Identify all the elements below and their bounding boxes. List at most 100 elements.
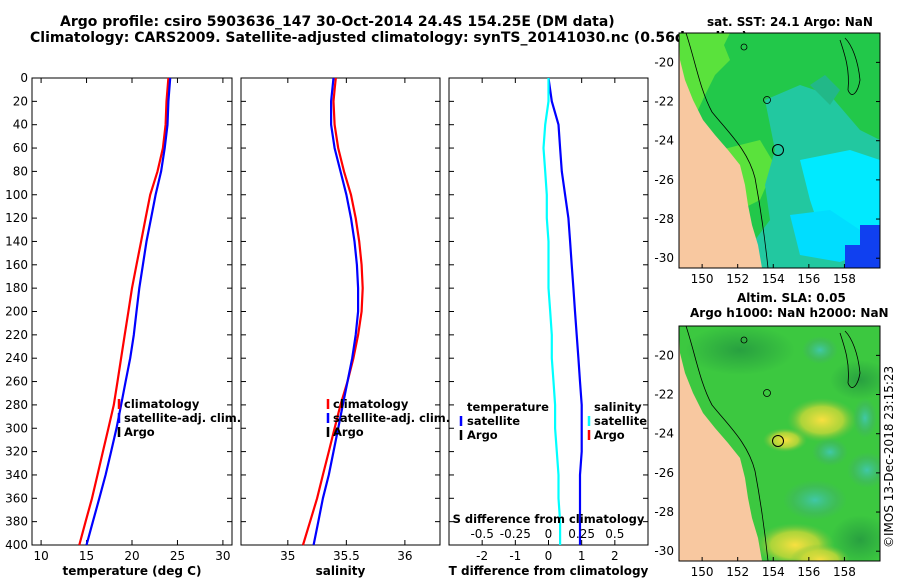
sla-map-x-tick-label: 156 bbox=[797, 565, 820, 579]
difference-panel: -2 -1 0 1 2T difference from climatology temp… bbox=[448, 77, 649, 578]
temperature-frame bbox=[31, 77, 233, 546]
sla-map-y-tick-label: -28 bbox=[654, 505, 674, 519]
diff-s-tick-label: 0.5 bbox=[605, 527, 624, 541]
depth-tick-label: 220 bbox=[5, 328, 28, 342]
temperature-legend-label: Argo bbox=[124, 425, 155, 439]
sst-map-x-tick-label: 158 bbox=[833, 272, 856, 286]
sla-map-y-tick-label: -26 bbox=[654, 466, 674, 480]
title-line-2: Climatology: CARS2009. Satellite-adjuste… bbox=[30, 30, 748, 46]
temperature-x-tick-label: 15 bbox=[79, 549, 94, 563]
depth-tick-label: 280 bbox=[5, 398, 28, 412]
salinity-x-tick-label: 36 bbox=[397, 549, 412, 563]
salinity-legend-label: climatology bbox=[333, 397, 409, 411]
sla-map-y-tick-label: -30 bbox=[654, 544, 674, 558]
temperature-series-climatology bbox=[78, 77, 170, 546]
diff-s-label: S difference from climatology bbox=[453, 512, 645, 526]
sst-map-axes: 150 152 154 156 158 -20 -22 -24 -26 -28 -30 bbox=[654, 55, 880, 286]
depth-tick-label: 40 bbox=[13, 118, 28, 132]
difference-x-tick-label: 2 bbox=[611, 549, 619, 563]
temperature-panel: 0 20 40 60 80 100 120 140 160 180 200 220 240 260 280 3… bbox=[5, 71, 241, 578]
difference-frame bbox=[448, 77, 649, 546]
depth-tick-label: 340 bbox=[5, 468, 28, 482]
depth-tick-label: 240 bbox=[5, 351, 28, 365]
sst-map-x-tick-label: 152 bbox=[726, 272, 749, 286]
sla-map-y-tick-label: -24 bbox=[654, 427, 674, 441]
sla-map-x-tick-label: 158 bbox=[833, 565, 856, 579]
diff-legend-salinity-label: satellite bbox=[594, 414, 647, 428]
sst-map-y-tick-label: -30 bbox=[654, 251, 674, 265]
depth-tick-label: 300 bbox=[5, 421, 28, 435]
salinity-series-climatology bbox=[301, 77, 364, 546]
sla-map-y-tick-label: -22 bbox=[654, 388, 674, 402]
sst-map-x-tick-label: 150 bbox=[691, 272, 714, 286]
sla-map-x-tick-label: 154 bbox=[762, 565, 785, 579]
difference-x-tick-label: 0 bbox=[545, 549, 553, 563]
temperature-legend-label: climatology bbox=[124, 397, 200, 411]
salinity-legend-label: Argo bbox=[333, 425, 364, 439]
diff-legend-temperature-label: Argo bbox=[467, 428, 498, 442]
sst-map-field bbox=[679, 33, 880, 268]
depth-tick-label: 400 bbox=[5, 538, 28, 552]
temperature-x-tick-label: 25 bbox=[170, 549, 185, 563]
depth-tick-label: 60 bbox=[13, 141, 28, 155]
sst-map-y-tick-label: -28 bbox=[654, 212, 674, 226]
diff-legend-temperature-title: temperature bbox=[467, 400, 549, 414]
depth-tick-label: 120 bbox=[5, 211, 28, 225]
salinity-frame bbox=[240, 77, 441, 546]
temperature-x-tick-label: 30 bbox=[215, 549, 230, 563]
difference-x-tick-label: -1 bbox=[509, 549, 521, 563]
salinity-series-satellite-adj-clim- bbox=[312, 77, 360, 546]
sst-map-y-tick-label: -20 bbox=[654, 55, 674, 69]
sla-map-title-line-1: Altim. SLA: 0.05 bbox=[737, 291, 846, 305]
salinity-x-tick-label: 35 bbox=[280, 549, 295, 563]
depth-tick-label: 20 bbox=[13, 94, 28, 108]
depth-tick-label: 80 bbox=[13, 164, 28, 178]
diff-legend-salinity-label: Argo bbox=[594, 428, 625, 442]
difference-x-tick-label: 1 bbox=[578, 549, 586, 563]
sla-map-field bbox=[679, 326, 880, 561]
sst-map: sat. SST: 24.1 Argo: NaN 150 152 154 156 158… bbox=[654, 15, 881, 286]
sla-map-y-tick-label: -20 bbox=[654, 348, 674, 362]
salinity-panel: 35 35.5 36 salinity climatologysatellite-adj… bbox=[240, 77, 450, 578]
diff-s-tick-label: -0.25 bbox=[500, 527, 531, 541]
watermark: ©IMOS 13-Dec-2018 23:15:23 bbox=[882, 366, 896, 548]
diff-legend-temperature-label: satellite bbox=[467, 414, 520, 428]
depth-tick-label: 260 bbox=[5, 375, 28, 389]
diff-s-tick-label: -0.5 bbox=[470, 527, 493, 541]
sla-map-title-line-2: Argo h1000: NaN h2000: NaN bbox=[690, 306, 889, 320]
depth-tick-label: 360 bbox=[5, 491, 28, 505]
sst-map-float-marker bbox=[772, 144, 784, 156]
temperature-x-tick-label: 20 bbox=[124, 549, 139, 563]
profile-panels: 0204060801001201401601802002202402602803… bbox=[5, 71, 648, 578]
difference-series-salinity-satellite bbox=[542, 78, 562, 545]
sla-map-x-tick-label: 152 bbox=[726, 565, 749, 579]
depth-tick-label: 180 bbox=[5, 281, 28, 295]
depth-tick-label: 100 bbox=[5, 188, 28, 202]
sst-map-y-tick-label: -26 bbox=[654, 173, 674, 187]
salinity-x-label: salinity bbox=[316, 564, 366, 578]
temperature-series-satellite-adj-clim- bbox=[85, 77, 172, 546]
depth-tick-label: 200 bbox=[5, 305, 28, 319]
difference-x-label: T difference from climatology bbox=[449, 564, 649, 578]
title-line-1: Argo profile: csiro 5903636_147 30-Oct-2… bbox=[60, 14, 615, 30]
diff-s-tick-label: 0.25 bbox=[568, 527, 595, 541]
depth-tick-label: 320 bbox=[5, 445, 28, 459]
sst-map-y-tick-label: -22 bbox=[654, 95, 674, 109]
sst-map-x-tick-label: 154 bbox=[762, 272, 785, 286]
difference-x-tick-label: -2 bbox=[476, 549, 488, 563]
sst-map-title: sat. SST: 24.1 Argo: NaN bbox=[707, 15, 873, 29]
sst-map-y-tick-label: -24 bbox=[654, 134, 674, 148]
diff-legend-salinity-title: salinity bbox=[594, 400, 642, 414]
difference-series-temperature-satellite bbox=[547, 77, 583, 545]
sla-map-axes: 150 152 154 156 158 -20 -22 -24 -26 -28 -30 bbox=[654, 348, 880, 579]
depth-tick-label: 0 bbox=[20, 71, 28, 85]
sla-map: Altim. SLA: 0.05 Argo h1000: NaN h2000: … bbox=[654, 291, 889, 579]
depth-tick-label: 160 bbox=[5, 258, 28, 272]
depth-tick-label: 140 bbox=[5, 234, 28, 248]
depth-tick-label: 380 bbox=[5, 515, 28, 529]
temperature-x-label: temperature (deg C) bbox=[63, 564, 202, 578]
sst-map-x-tick-label: 156 bbox=[797, 272, 820, 286]
temperature-legend-label: satellite-adj. clim. bbox=[124, 411, 241, 425]
sla-map-float-marker bbox=[772, 435, 784, 447]
